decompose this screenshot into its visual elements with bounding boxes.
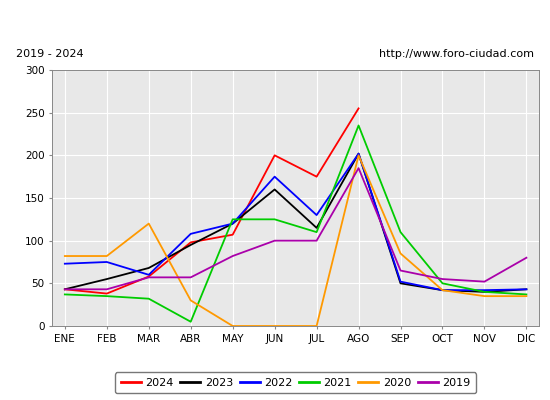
Text: 2019 - 2024: 2019 - 2024 <box>16 49 84 59</box>
Text: http://www.foro-ciudad.com: http://www.foro-ciudad.com <box>379 49 534 59</box>
Legend: 2024, 2023, 2022, 2021, 2020, 2019: 2024, 2023, 2022, 2021, 2020, 2019 <box>115 372 476 394</box>
Text: Evolucion Nº Turistas Extranjeros en el municipio de Crémenes: Evolucion Nº Turistas Extranjeros en el … <box>45 13 505 29</box>
